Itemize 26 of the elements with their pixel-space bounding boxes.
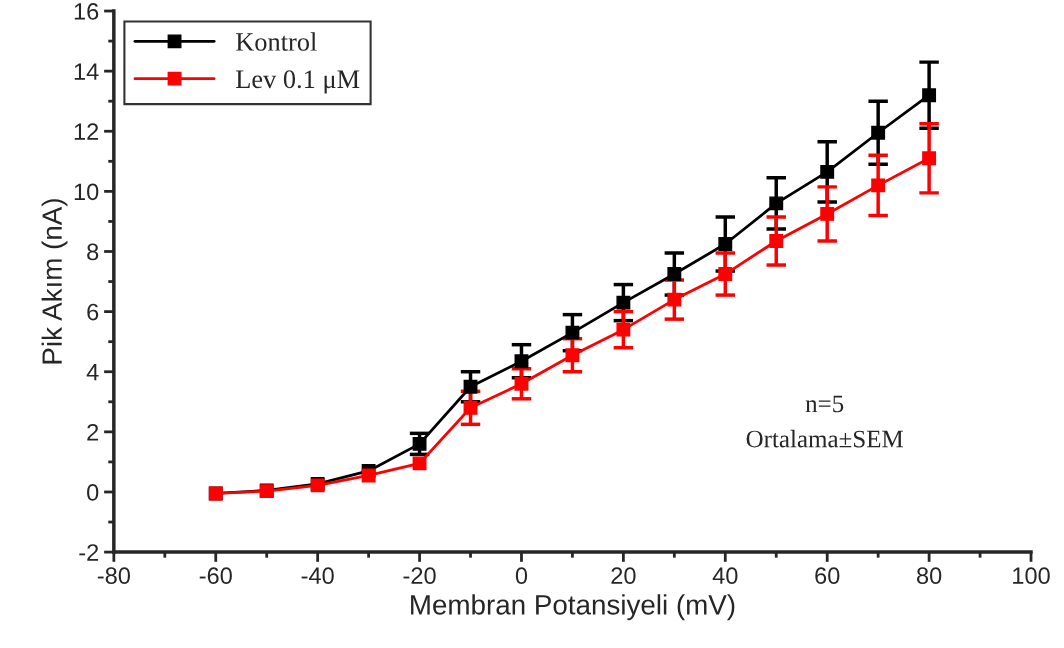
x-tick-label: 80 <box>917 567 942 585</box>
x-tick-label: -40 <box>301 567 334 585</box>
y-tick-label: 2 <box>87 423 99 441</box>
annotation: Ortalama±SEM <box>746 429 903 448</box>
x-axis-title: Membran Potansiyeli (mV) <box>411 594 735 621</box>
x-tick-label: 100 <box>1013 567 1050 585</box>
y-tick-label: -2 <box>79 544 99 561</box>
x-tick-label: -20 <box>403 567 436 585</box>
x-tick-label: 20 <box>611 567 636 585</box>
y-tick-label: 16 <box>74 3 99 20</box>
y-axis-title: Pik Akım (nA) <box>41 199 68 364</box>
x-tick-label: 40 <box>712 567 738 585</box>
y-tick-label: 8 <box>87 243 99 261</box>
legend-label: Kontrol <box>236 32 317 51</box>
x-tick-label: -60 <box>199 567 232 585</box>
y-tick-label: 4 <box>86 364 99 381</box>
y-tick-label: 6 <box>87 303 99 321</box>
x-tick-label: -80 <box>97 567 130 585</box>
y-tick-label: 10 <box>74 183 99 201</box>
legend-label: Lev 0.1 μM <box>236 70 360 94</box>
y-tick-label: 14 <box>74 63 99 80</box>
y-tick-label: 12 <box>74 123 99 140</box>
x-tick-label: 0 <box>515 567 528 585</box>
x-tick-label: 60 <box>815 567 840 585</box>
y-tick-label: 0 <box>87 484 99 501</box>
annotation: n=5 <box>805 395 844 413</box>
